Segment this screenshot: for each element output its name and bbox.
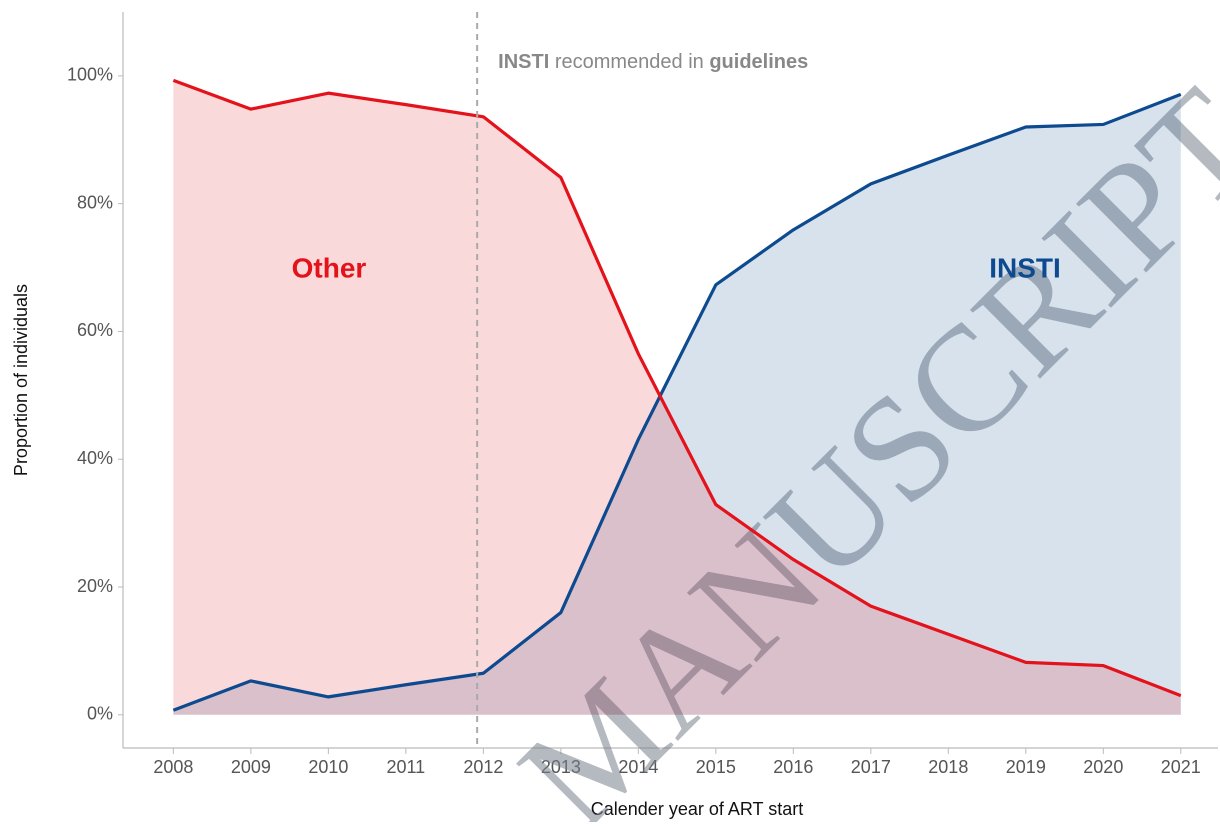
x-tick-label: 2011 [386, 757, 425, 777]
x-tick-label: 2021 [1161, 757, 1201, 777]
series-label: Other [292, 252, 367, 283]
x-axis-label: Calender year of ART start [591, 799, 803, 819]
x-tick-label: 2013 [541, 757, 581, 777]
annotation: INSTI recommended in guidelines [498, 51, 808, 73]
annotation-part: INSTI [498, 51, 549, 73]
x-tick-label: 2012 [463, 757, 503, 777]
line [172, 78, 1182, 698]
annotation-part: guidelines [709, 51, 808, 73]
line [172, 92, 1182, 712]
x-tick-label: 2020 [1083, 757, 1123, 777]
x-tick-label: 2019 [1006, 757, 1046, 777]
y-tick-label: 100% [67, 65, 113, 85]
y-tick-label: 20% [77, 576, 113, 596]
x-tick-label: 2018 [928, 757, 968, 777]
x-tick-label: 2008 [153, 757, 193, 777]
annotation-part: recommended in [549, 51, 709, 73]
x-tick-label: 2014 [618, 757, 658, 777]
x-tick-label: 2009 [231, 757, 271, 777]
x-tick-label: 2016 [773, 757, 813, 777]
y-tick-label: 60% [77, 320, 113, 340]
y-tick-label: 80% [77, 192, 113, 212]
series-label: INSTI [989, 252, 1061, 283]
y-tick-label: 0% [87, 704, 113, 724]
x-tick-label: 2017 [851, 757, 891, 777]
y-tick-label: 40% [77, 448, 113, 468]
x-tick-label: 2010 [308, 757, 348, 777]
y-axis-label: Proportion of individuals [11, 284, 31, 476]
x-tick-label: 2015 [696, 757, 736, 777]
area [173, 94, 1181, 715]
area [173, 80, 1181, 715]
